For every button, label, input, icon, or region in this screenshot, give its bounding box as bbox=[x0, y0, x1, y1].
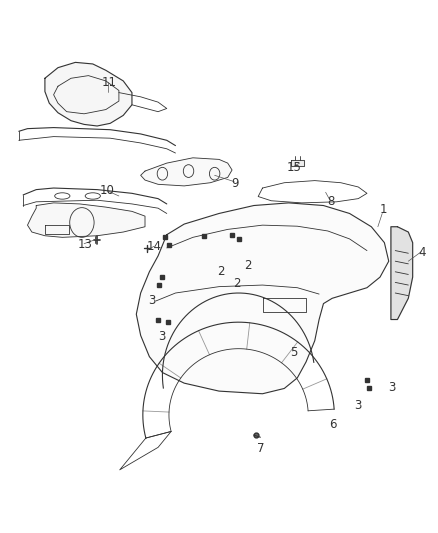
Text: 13: 13 bbox=[78, 238, 92, 251]
Polygon shape bbox=[45, 62, 132, 126]
Text: 15: 15 bbox=[286, 161, 301, 174]
Text: 1: 1 bbox=[380, 203, 387, 216]
Text: 9: 9 bbox=[231, 177, 239, 190]
Polygon shape bbox=[28, 203, 145, 237]
Text: 3: 3 bbox=[355, 399, 362, 413]
Text: 10: 10 bbox=[99, 184, 114, 197]
Polygon shape bbox=[291, 160, 304, 166]
Text: 2: 2 bbox=[244, 259, 252, 272]
Text: 4: 4 bbox=[418, 246, 426, 259]
Text: 2: 2 bbox=[233, 277, 240, 290]
Text: 3: 3 bbox=[148, 294, 155, 308]
Text: 6: 6 bbox=[329, 418, 337, 431]
Text: 2: 2 bbox=[217, 265, 225, 278]
Text: 11: 11 bbox=[101, 76, 117, 89]
Polygon shape bbox=[136, 203, 389, 394]
Polygon shape bbox=[141, 158, 232, 186]
Text: 3: 3 bbox=[158, 330, 165, 343]
Text: 5: 5 bbox=[290, 346, 297, 359]
Ellipse shape bbox=[55, 193, 70, 199]
Ellipse shape bbox=[85, 193, 100, 199]
Text: 8: 8 bbox=[327, 195, 335, 208]
Text: 14: 14 bbox=[147, 240, 162, 253]
Polygon shape bbox=[391, 227, 413, 319]
Text: 7: 7 bbox=[257, 442, 265, 455]
Text: 3: 3 bbox=[388, 381, 396, 394]
